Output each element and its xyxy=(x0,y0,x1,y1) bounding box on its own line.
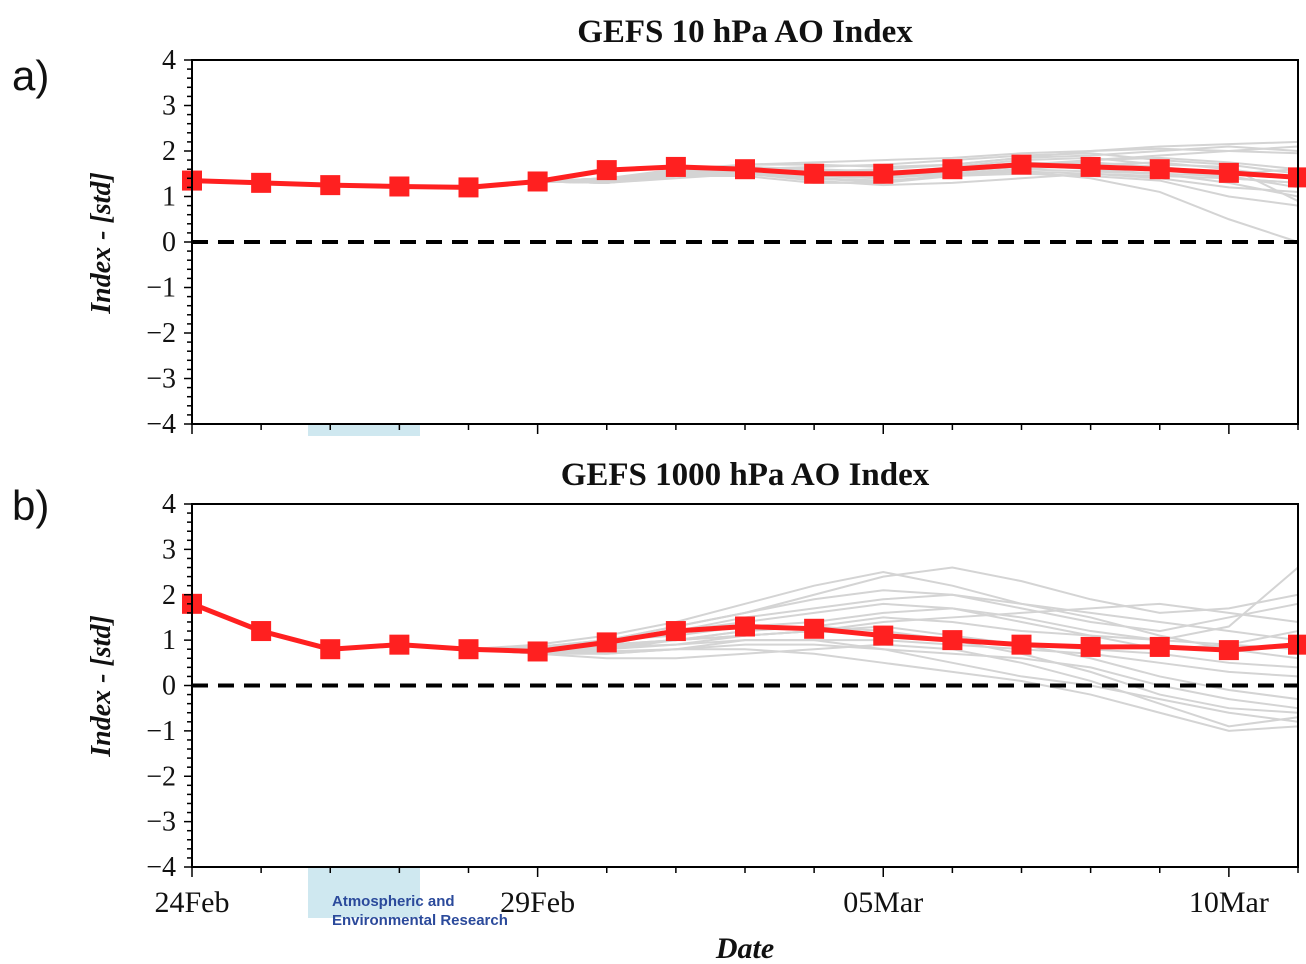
mean-marker-b-12 xyxy=(942,630,963,651)
y-tick-label-a: 0 xyxy=(162,227,176,258)
watermark-band-bottom xyxy=(308,868,420,918)
y-tick-label-a: −3 xyxy=(146,364,176,395)
mean-marker-a-8 xyxy=(665,156,686,177)
y-tick-label-a: 2 xyxy=(162,136,176,167)
mean-marker-a-13 xyxy=(1011,154,1032,175)
logo-text-line1: Atmospheric and xyxy=(332,893,455,910)
chart-panel-b: b) GEFS 1000 hPa AO Index Index - [std] … xyxy=(12,457,1306,964)
mean-marker-a-12 xyxy=(942,159,963,180)
mean-marker-a-4 xyxy=(389,176,410,197)
panel-label-a: a) xyxy=(12,52,49,99)
plot-area-b: 4 3 2 1 0 −1 −2 −3 −4 xyxy=(146,489,1306,883)
mean-marker-a-3 xyxy=(320,175,341,196)
mean-marker-b-16 xyxy=(1218,640,1239,661)
mean-marker-a-9 xyxy=(735,159,755,180)
x-tick-label: 29Feb xyxy=(500,886,575,919)
y-tick-label-b: 0 xyxy=(162,671,176,702)
y-tick-label-a: −1 xyxy=(146,273,176,304)
ensemble-member-line-b-12 xyxy=(191,602,1299,678)
x-tick-label: 05Mar xyxy=(843,886,923,919)
x-tick-label: 24Feb xyxy=(155,886,230,919)
mean-marker-b-7 xyxy=(596,632,617,653)
mean-marker-a-15 xyxy=(1149,159,1170,180)
y-tick-label-a: −4 xyxy=(146,409,176,440)
mean-marker-b-6 xyxy=(527,641,548,662)
x-axis-label: Date xyxy=(715,932,774,964)
chart-title-b: GEFS 1000 hPa AO Index xyxy=(561,457,930,493)
y-axis-label-b: Index - [std] xyxy=(86,615,117,758)
x-tick-labels-b: 24Feb 29Feb 05Mar 10Mar xyxy=(155,886,1269,919)
mean-marker-b-10 xyxy=(804,618,825,639)
y-tick-label-b: −2 xyxy=(146,761,176,792)
y-tick-label-b: 1 xyxy=(162,625,176,656)
y-tick-label-b: −1 xyxy=(146,716,176,747)
watermark-band-top xyxy=(308,424,420,436)
mean-marker-b-5 xyxy=(458,639,479,660)
mean-marker-a-10 xyxy=(804,163,825,184)
plot-area-a: 4 3 2 1 0 −1 −2 −3 −4 xyxy=(146,45,1306,440)
mean-marker-a-16 xyxy=(1218,162,1239,183)
chart-panel-a: a) GEFS 10 hPa AO Index Index - [std] 4 3… xyxy=(12,14,1306,440)
y-axis-label-a: Index - [std] xyxy=(86,172,117,315)
mean-marker-a-5 xyxy=(458,177,479,198)
mean-marker-b-11 xyxy=(873,625,894,646)
mean-marker-b-8 xyxy=(665,621,686,642)
y-tick-label-a: −2 xyxy=(146,318,176,349)
x-tick-label: 10Mar xyxy=(1189,886,1269,919)
y-tick-label-b: −3 xyxy=(146,807,176,838)
chart-title-a: GEFS 10 hPa AO Index xyxy=(577,14,913,50)
mean-marker-a-2 xyxy=(251,172,272,193)
mean-marker-b-3 xyxy=(320,639,341,660)
mean-marker-b-13 xyxy=(1011,634,1032,655)
mean-marker-b-15 xyxy=(1149,636,1170,657)
mean-marker-a-7 xyxy=(596,160,617,181)
mean-marker-a-14 xyxy=(1080,156,1101,177)
y-tick-label-a: 4 xyxy=(162,45,176,76)
mean-marker-a-11 xyxy=(873,163,894,184)
y-tick-label-b: 2 xyxy=(162,580,176,611)
y-tick-label-b: 3 xyxy=(162,534,176,565)
panel-label-b: b) xyxy=(12,482,49,529)
logo-text-line2: Environmental Research xyxy=(332,912,508,929)
mean-marker-a-6 xyxy=(527,171,548,192)
mean-marker-b-4 xyxy=(389,634,410,655)
y-tick-label-a: 1 xyxy=(162,182,176,213)
y-tick-label-b: −4 xyxy=(146,852,176,883)
y-tick-label-a: 3 xyxy=(162,91,176,122)
mean-marker-b-9 xyxy=(735,616,755,637)
mean-marker-b-2 xyxy=(251,621,272,642)
ensemble-member-line-a-7 xyxy=(191,170,1299,243)
y-tick-label-b: 4 xyxy=(162,489,176,520)
aer-logo: Atmospheric and Environmental Research xyxy=(332,893,508,929)
mean-marker-b-14 xyxy=(1080,636,1101,657)
